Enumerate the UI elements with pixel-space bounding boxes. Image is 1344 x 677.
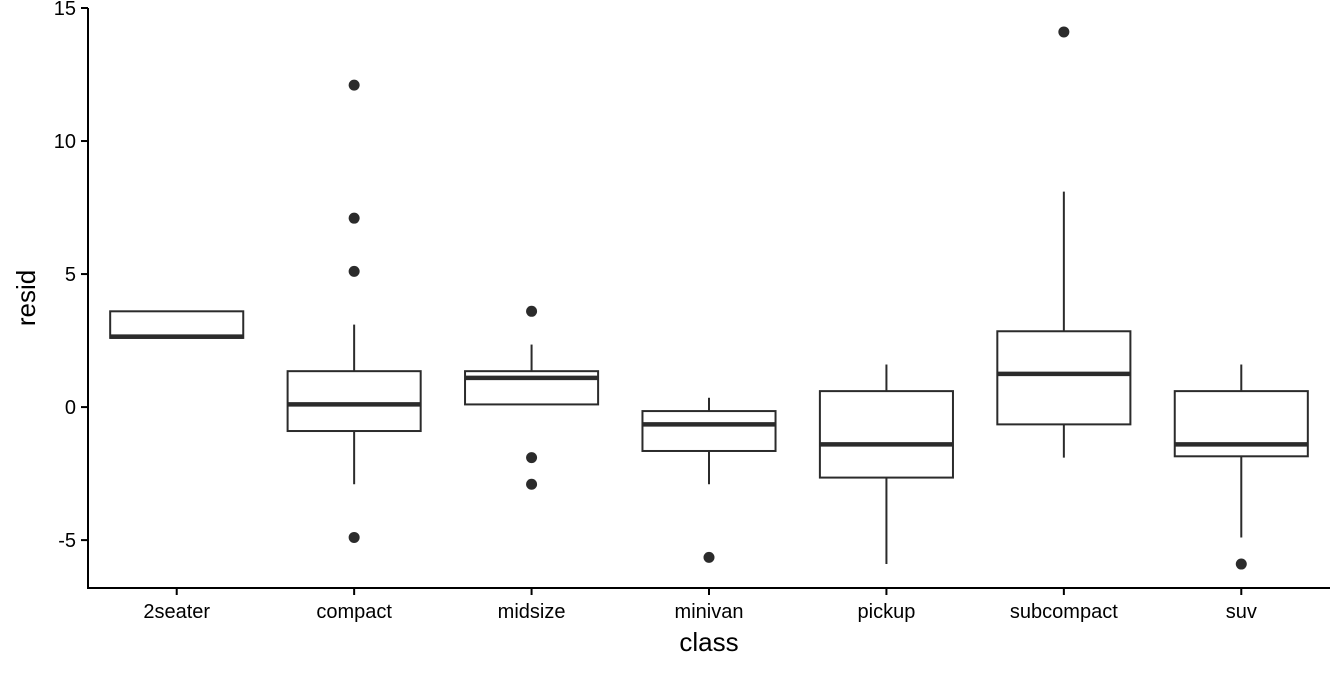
outlier-point <box>703 551 715 563</box>
x-ticks: 2seater compact midsize minivan pickup subcom… <box>143 588 1257 623</box>
x-tick-label: compact <box>316 601 392 623</box>
box-group-2seater <box>109 310 245 339</box>
box-group-minivan <box>641 397 777 563</box>
y-ticks: -5 0 5 10 15 <box>54 0 88 552</box>
box-iqr <box>818 390 954 479</box>
outlier-point <box>348 212 360 224</box>
y-tick-label: 0 <box>65 397 76 419</box>
boxes-layer <box>109 26 1309 570</box>
outlier-point <box>526 305 538 317</box>
outlier-point <box>348 531 360 543</box>
box-iqr <box>996 330 1132 426</box>
x-tick-label: midsize <box>498 601 566 623</box>
y-tick-label: 15 <box>54 0 76 20</box>
outlier-point <box>348 79 360 91</box>
x-tick-label: 2seater <box>143 601 210 623</box>
outlier-point <box>1058 26 1070 38</box>
x-axis-title: class <box>679 627 738 657</box>
y-tick-label: 10 <box>54 131 76 153</box>
x-tick-label: suv <box>1226 601 1257 623</box>
y-axis-title: resid <box>11 270 41 326</box>
box-iqr <box>641 410 777 452</box>
box-group-suv <box>1173 364 1309 570</box>
box-group-pickup <box>818 364 954 565</box>
x-tick-label: pickup <box>858 601 916 623</box>
box-group-midsize <box>464 305 600 490</box>
box-group-compact <box>286 79 422 543</box>
outlier-point <box>526 478 538 490</box>
box-iqr <box>286 370 422 433</box>
outlier-point <box>348 265 360 277</box>
x-tick-label: subcompact <box>1010 601 1118 623</box>
outlier-point <box>1235 558 1247 570</box>
y-tick-label: -5 <box>58 530 76 552</box>
axes-layer <box>87 8 1330 589</box>
x-tick-label: minivan <box>675 601 744 623</box>
box-iqr <box>109 310 245 339</box>
outlier-point <box>526 452 538 464</box>
y-tick-label: 5 <box>65 264 76 286</box>
box-group-subcompact <box>996 26 1132 458</box>
